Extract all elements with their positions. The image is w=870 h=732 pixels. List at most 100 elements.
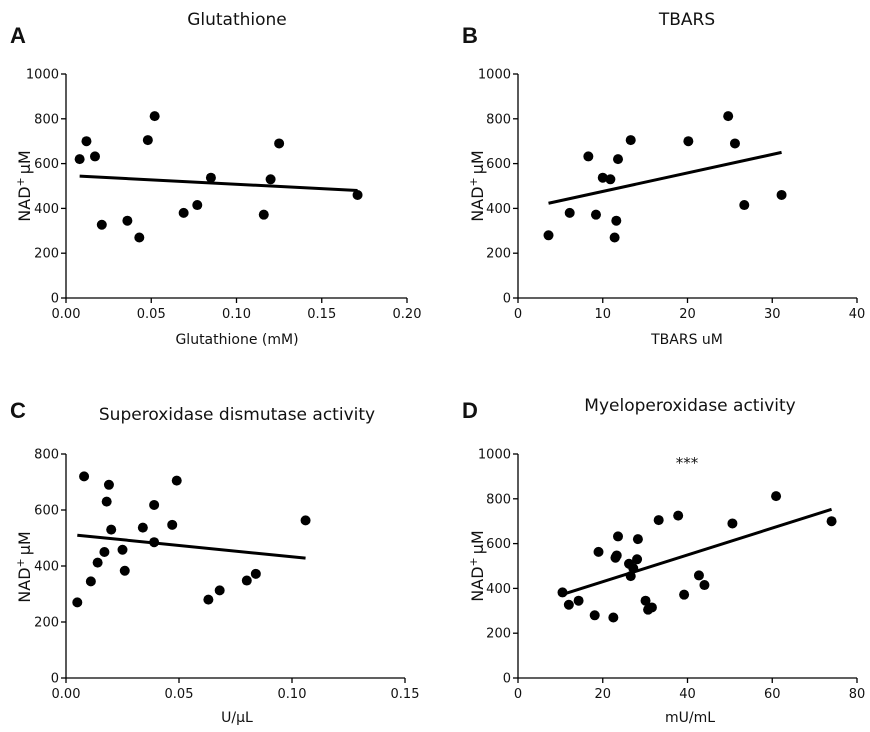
x-tick-label: 0.00: [52, 687, 81, 702]
data-point: [632, 534, 643, 545]
data-point: [178, 207, 189, 218]
y-tick-label: 200: [486, 247, 511, 262]
data-point: [613, 531, 624, 542]
panel-letter: A: [10, 23, 26, 48]
data-point: [826, 516, 837, 527]
y-axis-label: NAD+μM: [14, 531, 34, 602]
panel-c: C Superoxidase dismutase activity NAD+μM…: [10, 398, 419, 726]
data-point: [74, 154, 85, 165]
data-point: [137, 522, 148, 533]
x-axis-label: mU/mL: [665, 710, 715, 726]
data-point: [103, 479, 114, 490]
significance-annotation: ***: [676, 454, 699, 472]
data-point: [96, 219, 107, 230]
y-tick-label: 1000: [26, 68, 59, 83]
y-axis-label: NAD+μM: [14, 150, 34, 221]
data-point: [265, 174, 276, 185]
y-tick-label: 0: [51, 292, 59, 307]
data-point: [583, 151, 594, 162]
chart-title: Myeloperoxidase activity: [584, 396, 795, 416]
data-point: [85, 576, 96, 587]
data-point: [171, 475, 182, 486]
x-tick-label: 10: [594, 307, 611, 322]
data-point: [557, 587, 568, 598]
data-point: [167, 519, 178, 530]
data-point: [590, 209, 601, 220]
regression-line: [548, 150, 782, 205]
y-tick-label: 800: [34, 448, 59, 463]
data-point: [611, 550, 622, 561]
data-point: [699, 580, 710, 591]
panel-letter: B: [462, 23, 478, 48]
data-point: [605, 174, 616, 185]
x-tick-label: 80: [849, 687, 866, 702]
data-point: [593, 546, 604, 557]
x-tick-label: 0.10: [222, 307, 251, 322]
data-point: [149, 537, 160, 548]
x-tick-label: 0.20: [393, 307, 422, 322]
data-point: [352, 189, 363, 200]
data-point: [543, 230, 554, 241]
y-tick-label: 0: [51, 672, 59, 687]
panel-b: B TBARS NAD+μM TBARS uM 0200400600800100…: [462, 10, 865, 348]
data-point: [632, 554, 643, 565]
data-point: [625, 135, 636, 146]
data-point: [300, 515, 311, 526]
data-point: [92, 557, 103, 568]
data-point: [203, 594, 214, 605]
chart-title: Glutathione: [187, 10, 287, 30]
data-point: [72, 597, 83, 608]
data-point: [723, 111, 734, 122]
y-axis-label: NAD+μM: [467, 150, 487, 221]
y-tick-label: 400: [34, 560, 59, 575]
data-point: [99, 547, 110, 557]
data-point: [564, 207, 575, 218]
data-point: [640, 595, 651, 606]
y-tick-label: 0: [503, 292, 511, 307]
data-point: [776, 189, 787, 200]
x-tick-label: 40: [679, 687, 696, 702]
y-tick-label: 1000: [478, 448, 511, 463]
data-point: [205, 172, 216, 183]
panel-a: A Glutathione NAD+μM Glutathione (mM) 0 2…: [10, 10, 421, 348]
y-tick-label: 0: [503, 672, 511, 687]
data-point: [149, 499, 160, 510]
y-tick-label: 1000: [478, 68, 511, 83]
data-point: [250, 568, 261, 579]
y-tick-label: 600: [34, 157, 59, 172]
y-tick-label: 600: [486, 157, 511, 172]
data-point: [214, 585, 225, 596]
data-point: [101, 496, 112, 507]
regression-line: [79, 174, 358, 192]
y-tick-label: 400: [486, 202, 511, 217]
data-point: [241, 575, 252, 586]
x-tick-label: 0.05: [137, 307, 166, 322]
y-tick-label: 600: [486, 537, 511, 552]
data-point: [597, 172, 608, 183]
y-tick-label: 600: [34, 504, 59, 519]
x-tick-label: 0.15: [391, 687, 420, 702]
data-point: [117, 544, 128, 555]
data-point: [563, 599, 574, 610]
data-point: [628, 563, 639, 574]
y-tick-label: 400: [486, 582, 511, 597]
data-point: [81, 136, 92, 147]
data-point: [134, 232, 145, 243]
x-axis-label: Glutathione (mM): [175, 332, 298, 348]
x-axis-label: TBARS uM: [650, 332, 723, 348]
panel-letter: D: [462, 398, 478, 423]
x-tick-label: 40: [849, 307, 866, 322]
data-point: [609, 232, 620, 243]
x-tick-label: 0.15: [307, 307, 336, 322]
data-point: [608, 612, 619, 623]
x-tick-label: 20: [594, 687, 611, 702]
panel-letter: C: [10, 398, 26, 423]
data-point: [727, 518, 738, 529]
regression-line: [562, 507, 833, 596]
data-point: [693, 570, 704, 581]
y-tick-label: 800: [34, 112, 59, 127]
data-point: [729, 138, 740, 149]
data-point: [192, 200, 203, 211]
data-point: [683, 136, 694, 147]
data-point: [589, 610, 600, 621]
